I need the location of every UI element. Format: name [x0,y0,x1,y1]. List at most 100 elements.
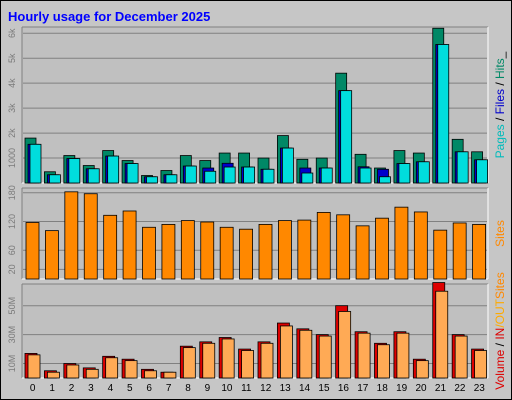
volume-out-bar [221,338,235,379]
sites-bar [161,223,176,280]
hits-panel-plot-area [22,27,488,183]
volume-out-bar [202,342,216,379]
hour-label: 21 [435,383,447,394]
pages-bar [437,44,450,184]
volume-out-bar [105,357,119,379]
volume-out-bar [318,335,332,379]
volume-out-bar [85,368,99,379]
pages-bar [262,168,275,184]
hour-label: 23 [474,383,486,394]
volume-out-bar [396,332,410,379]
hour-label: 10 [221,383,233,394]
pages-bar [340,90,353,184]
sites-bar [180,220,195,280]
pages-bar [107,155,120,184]
volume-out-bar [280,325,293,379]
sites-bar [103,214,118,280]
volume-out-bar [415,360,429,379]
volume-out-bar [47,371,60,379]
hour-label: 17 [357,383,369,394]
volume-out-bar [338,311,352,379]
sites-bar [336,214,351,280]
hour-label: 8 [185,383,191,394]
pages-bar [359,167,372,184]
pages-bar [223,166,236,184]
hour-label: 7 [166,383,172,394]
hits-panel-ytick-label: 3k [7,103,17,113]
volume-out-bar [163,371,177,379]
sites-bar [297,219,312,280]
hits-panel-ytick-label: 6k [7,28,17,38]
hits-panel-ytick-label: 5k [7,53,17,63]
pages-files-hits-label: Pages / Files / Hits_ [493,51,507,158]
volume-out-bar [144,370,157,379]
pages-bar [49,174,61,184]
hour-label: 13 [280,383,292,394]
sites-panel-ytick-label: 60 [7,245,17,255]
sites-panel-ytick-label: 180 [7,185,17,200]
sites-bar [433,229,448,280]
pages-bar [29,143,42,184]
hour-label: 9 [205,383,211,394]
hour-label: 1 [49,383,55,394]
volume-out-bar [377,344,390,379]
volume-panel-ytick-label: 50M [7,297,17,315]
sites-bar [64,191,79,280]
hits-panel-ytick-label: 2k [7,128,17,138]
pages-bar [204,170,217,184]
sites-bar [452,222,467,280]
sites-bar [394,206,409,280]
volume-in-out-label: Volume / IN/OUTSites [493,272,507,389]
sites-bar [258,223,273,280]
pages-bar [320,167,333,184]
sites-bar [83,193,98,280]
hour-label: 6 [146,383,152,394]
volume-out-bar [241,350,254,379]
volume-out-bar [357,332,371,379]
pages-bar [379,176,391,184]
volume-out-bar [474,350,487,379]
hour-label: 16 [338,383,350,394]
sites-label: Sites [493,220,507,247]
sites-panel-plot-area [22,188,488,279]
hour-label: 15 [318,383,330,394]
chart-title: Hourly usage for December 2025 [8,9,211,24]
sites-bar [472,223,486,280]
hour-label: 19 [396,383,408,394]
volume-out-bar [299,329,313,379]
volume-out-bar [435,290,449,379]
hour-label: 18 [377,383,389,394]
sites-bar [239,228,253,280]
volume-out-bar [260,342,274,379]
hour-label: 11 [241,383,252,394]
sites-bar [413,211,428,280]
sites-bar [200,221,215,280]
sites-panel-ytick-label: 20 [7,264,17,274]
volume-out-bar [182,347,196,379]
pages-bar [87,168,100,184]
sites-bar [355,225,370,280]
pages-bar [301,172,314,184]
pages-bar [126,163,139,184]
pages-bar [165,174,178,184]
sites-bar [45,230,59,280]
pages-bar [417,161,430,184]
volume-panel-plot-area [22,284,488,378]
pages-bar [68,158,81,184]
hour-label: 5 [127,383,133,394]
pages-bar [282,147,294,184]
hour-label: 12 [260,383,272,394]
sites-bar [122,210,137,280]
hour-label: 20 [415,383,427,394]
sites-bar [278,220,292,280]
pages-bar [476,159,488,184]
volume-out-bar [124,360,138,379]
sites-bar [219,226,234,280]
hour-label: 22 [454,383,466,394]
sites-bar [316,212,331,280]
pages-bar [398,163,411,184]
hour-label: 4 [108,383,114,394]
pages-bar [184,165,197,184]
hits-panel-ytick-label: 4k [7,78,17,88]
sites-bar [142,226,156,280]
